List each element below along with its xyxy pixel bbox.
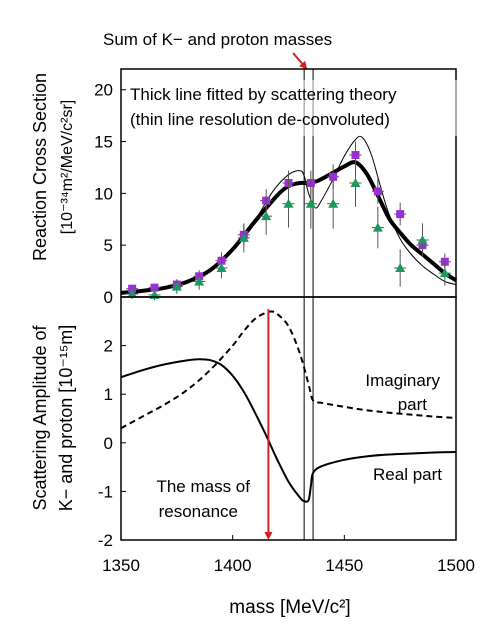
triangle-data-point <box>283 198 294 208</box>
top-y-tick-label: 15 <box>94 133 113 152</box>
resonance-label-line2: resonance <box>159 502 238 521</box>
triangle-data-point <box>328 198 339 208</box>
x-axis-label: mass [MeV/c²] <box>229 597 350 618</box>
x-tick-label: 1350 <box>102 556 140 575</box>
bottom-ylabel-line2: K− and proton [10⁻¹⁵m] <box>56 325 76 512</box>
top-y-tick-label: 10 <box>94 184 113 203</box>
triangle-data-point <box>171 281 182 291</box>
triangle-data-point <box>439 268 450 278</box>
fit-curve-thick <box>120 160 458 295</box>
bottom-plot-frame <box>120 296 457 541</box>
bottom-y-ticks: -2 -1 0 1 2 <box>98 337 126 550</box>
triangle-data-point <box>261 211 272 221</box>
top-y-ticks: 0 5 10 15 20 <box>94 81 126 307</box>
top-y-tick-label: 5 <box>104 236 113 255</box>
square-data-point <box>150 283 159 292</box>
triangle-data-point <box>372 222 383 232</box>
imaginary-label-line1: Imaginary <box>365 371 440 390</box>
top-ylabel-line2: [10⁻³⁴m²/MeV/c²sr] <box>59 100 76 234</box>
triangle-data-point <box>350 178 361 187</box>
top-y-tick-label: 20 <box>94 81 113 100</box>
note-box-bg <box>126 80 462 136</box>
square-data-point <box>329 172 338 181</box>
real-part-curve <box>120 358 457 503</box>
square-data-point <box>373 187 382 196</box>
cross-section-panel: 0 5 10 15 20 Thick line fitted by scattering… <box>94 68 462 307</box>
triangle-data-point <box>417 235 428 244</box>
deconvoluted-curve-thin <box>120 135 457 295</box>
real-label: Real part <box>373 465 442 484</box>
note-line-1: Thick line fitted by scattering theory <box>130 85 397 104</box>
triangle-data-point <box>216 262 227 272</box>
bottom-y-tick-label: 0 <box>104 434 113 453</box>
triangle-data-point <box>127 288 138 298</box>
annotation-top-arrow <box>292 52 308 70</box>
x-tick-label: 1500 <box>437 556 475 575</box>
triangle-data-point <box>194 276 205 286</box>
triangle-data-point <box>395 262 406 272</box>
bottom-y-tick-label: -1 <box>98 482 113 501</box>
bottom-y-tick-label: 2 <box>104 337 113 356</box>
x-tick-label: 1450 <box>325 556 363 575</box>
square-data-point <box>396 210 405 219</box>
triangle-data-point <box>238 232 249 242</box>
bottom-ylabel-line1: Scattering Amplitude of <box>30 324 50 510</box>
data-points <box>126 141 451 301</box>
x-tick-label: 1400 <box>214 556 252 575</box>
imaginary-part-curve <box>120 310 457 430</box>
bottom-y-tick-label: -2 <box>98 531 113 550</box>
triangle-data-point <box>305 198 316 208</box>
bottom-y-tick-label: 1 <box>104 385 113 404</box>
x-ticks: 1350 1400 1450 1500 <box>102 535 475 575</box>
resonance-label-line1: The mass of <box>156 477 250 496</box>
imaginary-label-line2: part <box>398 395 428 414</box>
note-line-2: (thin line resolution de-convoluted) <box>130 110 390 129</box>
top-y-tick-label: 0 <box>104 288 113 307</box>
annotation-top: Sum of K− and proton masses <box>103 30 332 49</box>
top-ylabel-line1: Reaction Cross Section <box>30 73 50 261</box>
square-data-point <box>351 151 360 160</box>
